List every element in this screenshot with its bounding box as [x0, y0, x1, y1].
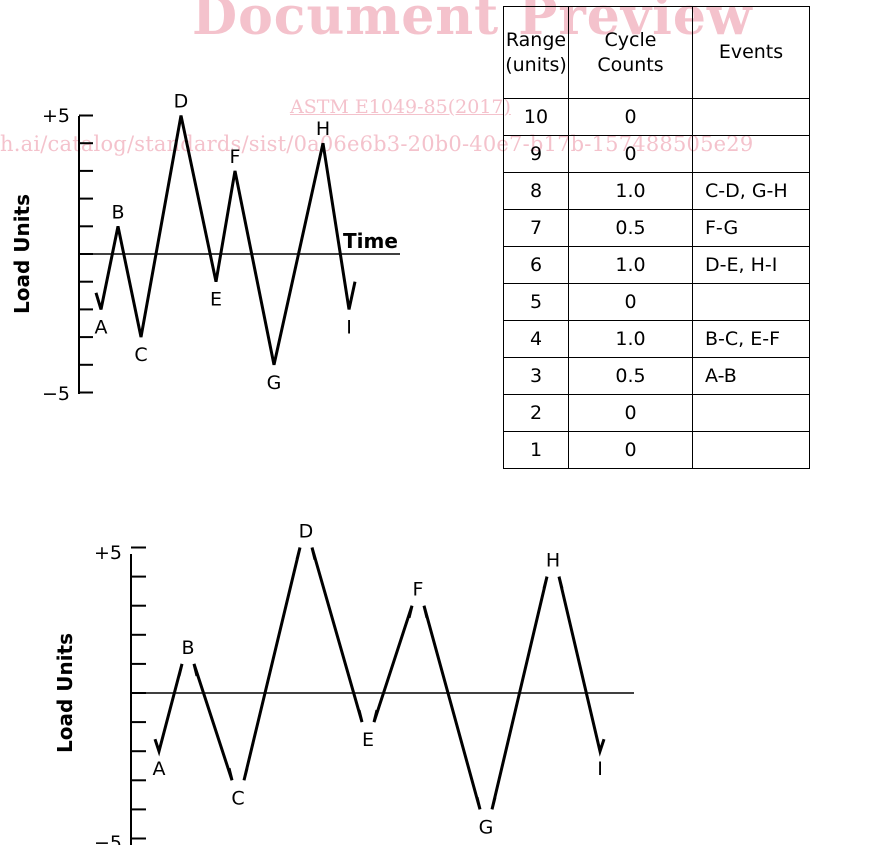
- cell-events: B-C, E-F: [692, 320, 810, 358]
- bottom-segment-f-g: [422, 605, 482, 810]
- top-ymax-label: +5: [42, 105, 70, 127]
- bottom-segment-b-c: [192, 663, 234, 781]
- bottom-point-label-g: G: [479, 816, 494, 838]
- top-point-label-e: E: [210, 289, 222, 311]
- cell-cycles: 1.0: [568, 246, 693, 284]
- cell-events: [692, 283, 810, 321]
- bottom-point-label-c: C: [231, 787, 244, 809]
- top-point-label-f: F: [230, 146, 241, 168]
- cell-range: 8: [503, 172, 569, 210]
- top-point-labels: A B C D E F G H I: [95, 91, 352, 394]
- top-point-label-c: C: [134, 344, 147, 366]
- table-row: 8 1.0 C-D, G-H: [503, 172, 810, 210]
- table-row: 6 1.0 D-E, H-I: [503, 246, 810, 284]
- bottom-segment-a-b: [153, 663, 184, 757]
- cell-events: [692, 431, 810, 469]
- bottom-point-label-b: B: [181, 637, 194, 659]
- table-row: 3 0.5 A-B: [503, 357, 810, 395]
- bottom-ymax-label: +5: [94, 542, 122, 564]
- top-point-label-b: B: [111, 201, 124, 223]
- watermark-standard: ASTM E1049-85(2017): [290, 96, 511, 118]
- top-point-label-i: I: [346, 316, 352, 338]
- header-events-text: Events: [718, 41, 784, 63]
- table-row: 10 0: [503, 98, 810, 136]
- table-row: 4 1.0 B-C, E-F: [503, 320, 810, 358]
- top-point-label-d: D: [174, 91, 189, 113]
- cell-events: D-E, H-I: [692, 246, 810, 284]
- top-load-graph: +5 −5 Load Units Time A B C D E F G H I: [10, 91, 400, 405]
- bottom-segment-g-h: [490, 576, 549, 810]
- cell-range: 2: [503, 394, 569, 432]
- top-point-label-a: A: [95, 316, 108, 338]
- bottom-point-label-f: F: [413, 579, 424, 601]
- bottom-point-label-e: E: [362, 729, 374, 751]
- bottom-point-labels: A B C D E F G H I: [153, 521, 603, 839]
- cell-range: 6: [503, 246, 569, 284]
- top-ymin-label: −5: [42, 383, 70, 405]
- top-time-label: Time: [343, 229, 398, 253]
- cell-cycles: 0: [568, 394, 693, 432]
- bottom-point-label-a: A: [153, 758, 166, 780]
- bottom-ymin-label: −5: [94, 832, 122, 845]
- cell-events: [692, 394, 810, 432]
- bottom-load-graph: +5 −5 Load Units A B C D E F G H I: [53, 521, 634, 845]
- cell-cycles: 0: [568, 283, 693, 321]
- header-events: Events: [692, 6, 810, 99]
- cell-cycles: 0: [568, 431, 693, 469]
- cell-range: 10: [503, 98, 569, 136]
- top-point-label-h: H: [316, 118, 330, 140]
- cell-events: F-G: [692, 209, 810, 247]
- rainflow-table: Range (units) Cycle Counts Events 10 0 9 0 8…: [503, 6, 810, 469]
- cell-range: 4: [503, 320, 569, 358]
- top-y-axis-label: Load Units: [10, 194, 34, 314]
- header-range-text: Range (units): [505, 28, 567, 76]
- cell-events: [692, 98, 810, 136]
- header-cycles: Cycle Counts: [568, 6, 693, 99]
- bottom-point-label-i: I: [597, 758, 603, 780]
- table-row: 7 0.5 F-G: [503, 209, 810, 247]
- cell-cycles: 0.5: [568, 209, 693, 247]
- cell-range: 5: [503, 283, 569, 321]
- bottom-y-axis-label: Load Units: [53, 633, 77, 753]
- top-load-line: [94, 115, 357, 366]
- cell-range: 3: [503, 357, 569, 395]
- top-point-label-g: G: [267, 372, 282, 394]
- cell-range: 7: [503, 209, 569, 247]
- cell-cycles: 1.0: [568, 320, 693, 358]
- bottom-segment-c-d: [242, 547, 302, 781]
- cell-events: C-D, G-H: [692, 172, 810, 210]
- bottom-segment-h-i: [557, 576, 606, 757]
- cell-cycles: 0: [568, 98, 693, 136]
- header-cycles-text: Cycle Counts: [597, 28, 664, 76]
- cell-range: 1: [503, 431, 569, 469]
- cell-cycles: 1.0: [568, 172, 693, 210]
- bottom-segment-d-e: [310, 547, 364, 723]
- table-body: 10 0 9 0 8 1.0 C-D, G-H 7 0.5 F-G 6 1.0 D-E, H-I 5 0 4 1…: [503, 98, 810, 469]
- header-range: Range (units): [503, 6, 569, 99]
- bottom-point-label-d: D: [299, 521, 314, 543]
- bottom-load-segments: [153, 547, 606, 810]
- cell-cycles: 0: [568, 135, 693, 173]
- bottom-point-label-h: H: [546, 550, 560, 572]
- bottom-segment-e-f: [372, 605, 414, 723]
- cell-range: 9: [503, 135, 569, 173]
- cell-events: [692, 135, 810, 173]
- cell-cycles: 0.5: [568, 357, 693, 395]
- cell-events: A-B: [692, 357, 810, 395]
